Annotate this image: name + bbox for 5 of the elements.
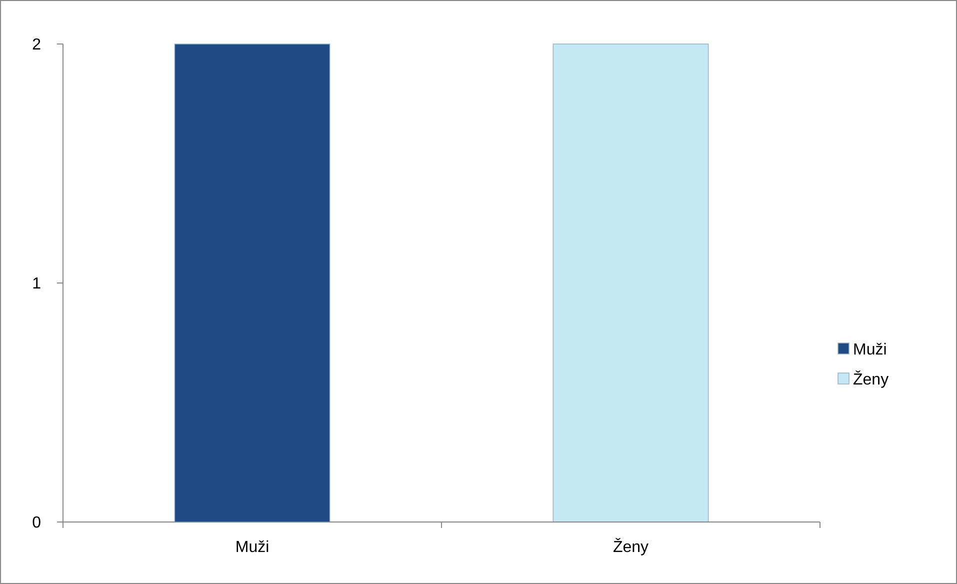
y-tick-label: 1 [32, 276, 42, 293]
legend-label: Muži [853, 342, 887, 359]
y-tick-label: 2 [32, 36, 42, 54]
y-tick-label: 0 [32, 514, 42, 532]
legend-label: Ženy [853, 370, 889, 389]
